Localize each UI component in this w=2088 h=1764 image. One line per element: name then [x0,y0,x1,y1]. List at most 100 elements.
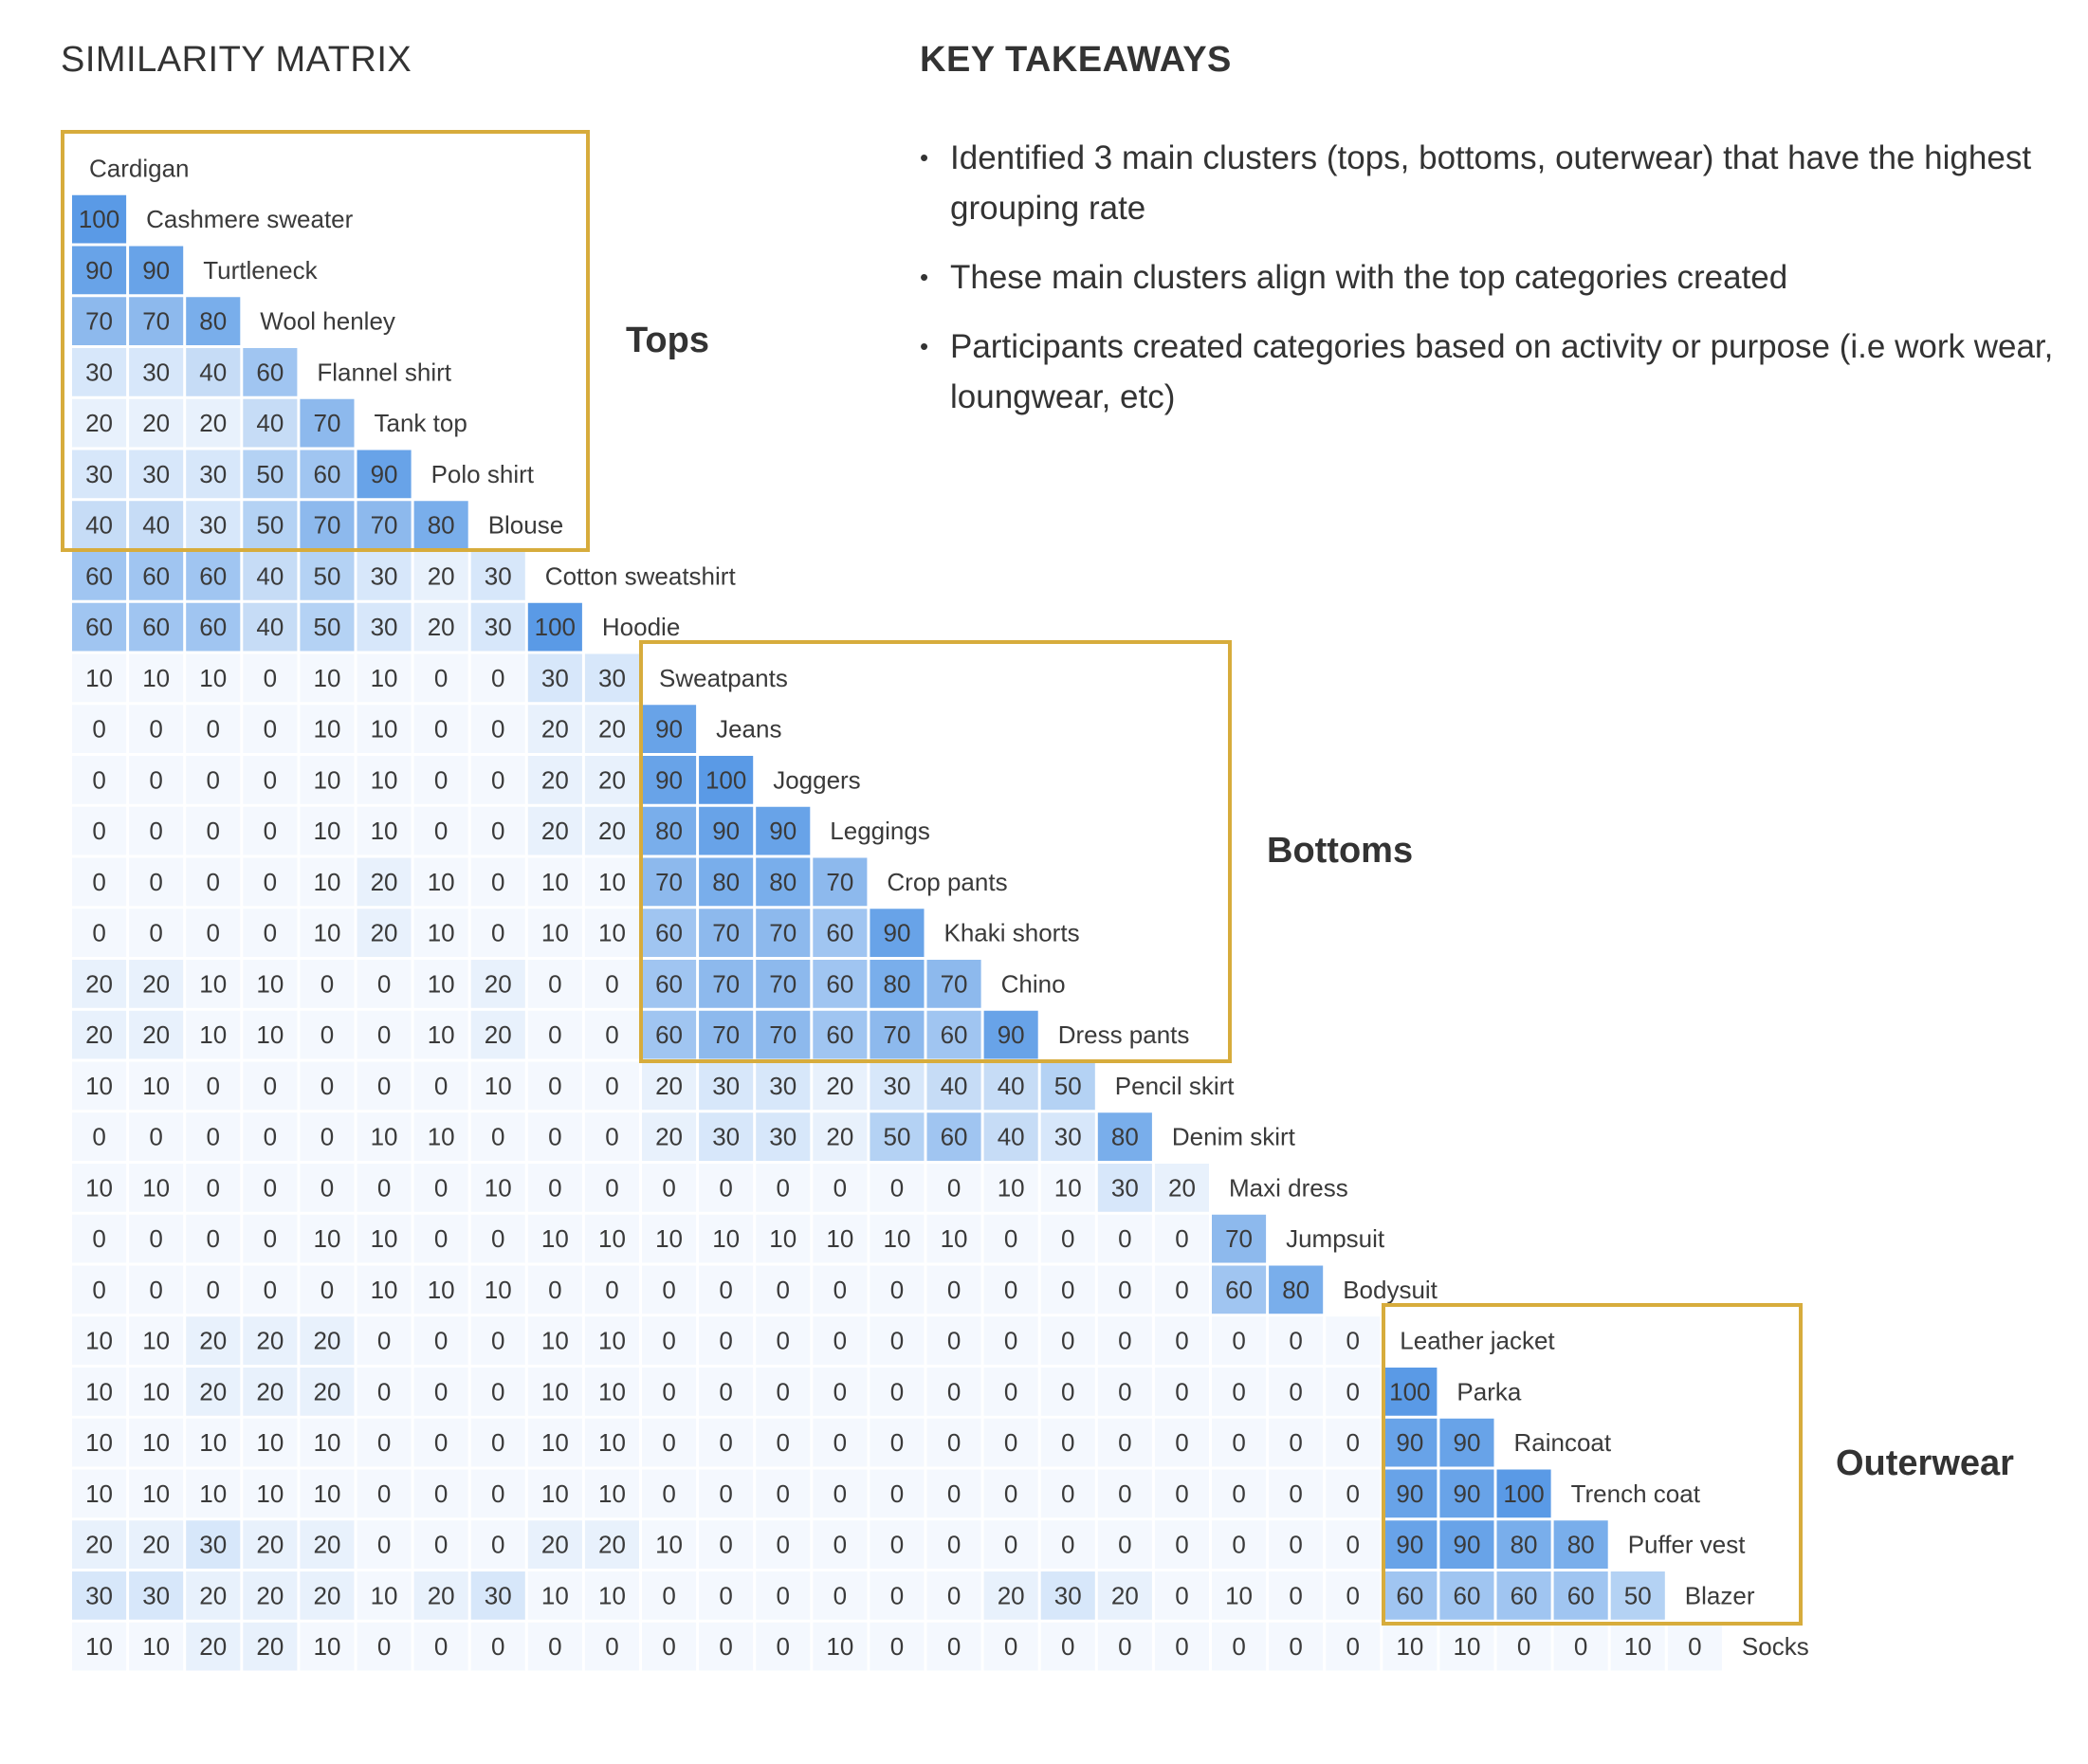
item-label: Khaki shorts [944,919,1080,947]
heatmap-cell [243,1214,298,1263]
heatmap-cell [926,1316,981,1365]
heatmap-cell [357,756,412,804]
heatmap-cell [129,501,184,549]
cell-value-label: 10 [256,1020,284,1049]
heatmap-cell [1040,1061,1095,1111]
cell-value-label: 60 [655,969,683,998]
cell-value-label: 0 [321,1173,334,1202]
cell-value-label: 10 [199,969,227,998]
cell-value-label: 0 [1118,1632,1131,1661]
cell-value-label: 10 [428,1123,455,1151]
heatmap-cell [1553,1571,1608,1620]
cell-value-label: 0 [491,817,504,845]
heatmap-cell [413,602,468,652]
cell-value-label: 20 [85,1020,113,1049]
cell-value-label: 10 [485,1072,512,1100]
heatmap-cell [983,1010,1038,1059]
heatmap-cell [699,1469,754,1518]
cell-value-label: 10 [655,1224,683,1253]
heatmap-cell [470,1061,525,1111]
cell-value-label: 20 [199,1377,227,1406]
heatmap-cell [756,1418,811,1467]
cell-value-label: 0 [1517,1632,1530,1661]
cell-value-label: 30 [769,1072,797,1100]
cell-value-label: 40 [941,1072,968,1100]
cell-value-label: 30 [485,561,512,590]
cell-value-label: 20 [256,1581,284,1609]
item-label: Trench coat [1571,1479,1701,1508]
heatmap-cell [357,705,412,753]
heatmap-cell [527,756,582,804]
heatmap-cell [357,1061,412,1111]
matrix-row: 0 0 0 0 10 10 0 0 20 20 90 100 Joggers [72,756,861,804]
heatmap-cell [1326,1469,1381,1518]
cell-value-label: 60 [1567,1581,1595,1609]
cell-value-label: 80 [1282,1276,1310,1304]
heatmap-cell [186,552,241,600]
heatmap-cell [584,1622,639,1671]
matrix-row: 60 60 60 40 50 30 20 30 Cotton sweatshirt [72,552,736,600]
cell-value-label: 30 [712,1072,740,1100]
heatmap-cell [186,756,241,804]
cell-value-label: 20 [428,561,455,590]
heatmap-cell [186,602,241,652]
cell-value-label: 10 [1054,1173,1082,1202]
heatmap-cell [813,1010,868,1059]
heatmap-cell [243,909,298,957]
heatmap-cell [1154,1214,1209,1263]
heatmap-cell [756,1010,811,1059]
heatmap-cell [470,653,525,703]
cell-value-label: 0 [491,868,504,896]
heatmap-cell [243,1061,298,1111]
heatmap-cell [699,756,754,804]
heatmap-cell [642,756,697,804]
cell-value-label: 60 [826,919,853,947]
heatmap-cell [813,1112,868,1161]
cell-value-label: 70 [883,1020,910,1049]
heatmap-cell [413,1316,468,1365]
heatmap-cell [1439,1469,1494,1518]
cell-value-label: 0 [264,1276,277,1304]
cell-value-label: 0 [833,1377,847,1406]
cell-value-label: 10 [598,1377,626,1406]
heatmap-cell [756,1164,811,1212]
heatmap-cell [470,1418,525,1467]
takeaway-item: • Participants created categories based o… [920,322,2058,422]
heatmap-cell [584,1164,639,1212]
cell-value-label: 0 [491,1428,504,1457]
cell-value-label: 20 [199,1581,227,1609]
heatmap-cell [584,960,639,1008]
cell-value-label: 0 [1346,1632,1360,1661]
cell-value-label: 90 [883,919,910,947]
takeaway-text: These main clusters align with the top c… [950,259,1788,296]
heatmap-cell [72,246,127,295]
heatmap-cell [129,705,184,753]
heatmap-cell [129,1622,184,1671]
heatmap-cell [527,1418,582,1467]
heatmap-cell [1326,1520,1381,1569]
cell-value-label: 0 [1289,1479,1302,1508]
cell-value-label: 0 [719,1531,732,1559]
cell-value-label: 30 [371,561,398,590]
heatmap-cell [243,602,298,652]
cell-value-label: 0 [377,969,391,998]
cell-value-label: 0 [947,1173,961,1202]
cell-value-label: 0 [777,1581,790,1609]
heatmap-cell [642,1214,697,1263]
heatmap-cell [470,1010,525,1059]
cell-value-label: 10 [598,868,626,896]
cell-value-label: 10 [313,1224,340,1253]
heatmap-cell [584,705,639,753]
cell-value-label: 0 [1004,1377,1017,1406]
heatmap-cell [1040,1265,1095,1314]
cell-value-label: 10 [85,1327,113,1355]
cell-value-label: 30 [142,358,170,386]
heatmap-cell [470,1316,525,1365]
cell-value-label: 0 [833,1173,847,1202]
heatmap-cell [1154,1622,1209,1671]
heatmap-cell [642,1061,697,1111]
cell-value-label: 20 [598,715,626,744]
cell-value-label: 0 [890,1327,904,1355]
cell-value-label: 0 [149,919,162,947]
cell-value-label: 0 [264,1072,277,1100]
